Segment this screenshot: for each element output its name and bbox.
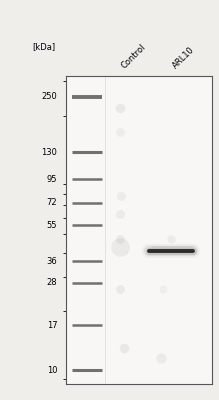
Point	[118, 244, 122, 250]
Text: 17: 17	[47, 321, 57, 330]
Text: 10: 10	[47, 366, 57, 375]
Point	[118, 105, 122, 111]
Point	[123, 345, 126, 351]
Point	[120, 193, 123, 199]
Point	[118, 236, 122, 242]
Text: 250: 250	[42, 92, 57, 102]
Point	[159, 355, 163, 362]
Text: 36: 36	[47, 257, 57, 266]
Text: 130: 130	[41, 148, 57, 157]
Text: Control: Control	[120, 42, 148, 70]
Text: 95: 95	[47, 174, 57, 184]
Point	[118, 129, 122, 136]
Text: 28: 28	[47, 278, 57, 287]
Text: ARL10: ARL10	[171, 45, 197, 70]
Text: [kDa]: [kDa]	[32, 42, 55, 51]
Text: 55: 55	[47, 221, 57, 230]
Point	[118, 211, 122, 217]
Text: 72: 72	[47, 198, 57, 207]
Point	[161, 286, 164, 292]
Point	[118, 286, 122, 292]
Point	[170, 236, 173, 242]
